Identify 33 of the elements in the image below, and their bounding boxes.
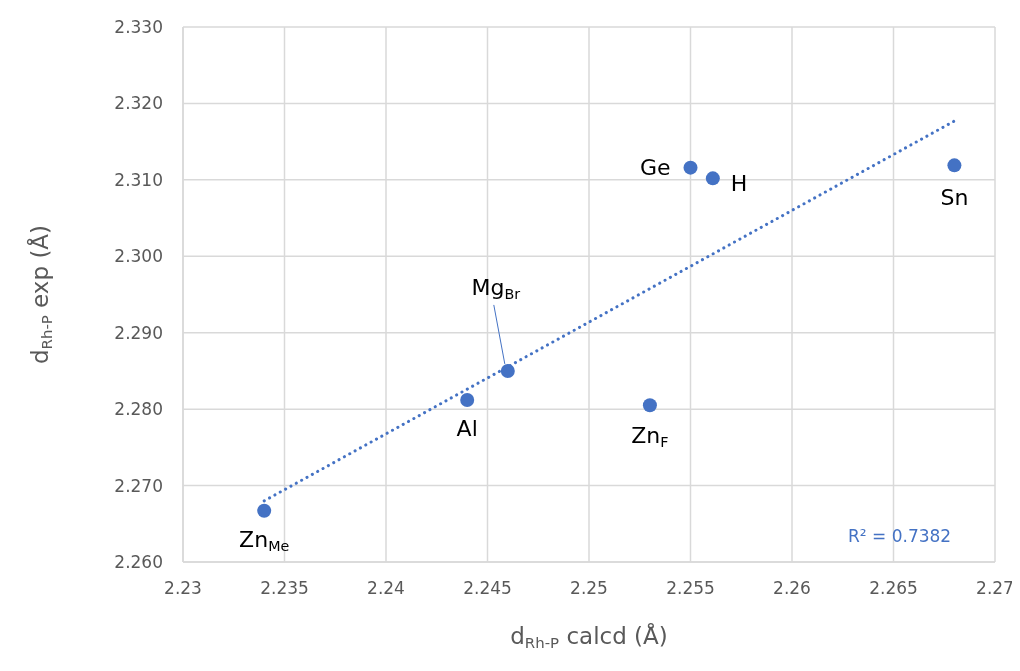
y-tick-label: 2.320 (114, 93, 163, 114)
x-tick-label: 2.24 (367, 578, 405, 599)
y-tick-label: 2.290 (114, 322, 163, 343)
x-tick-label: 2.26 (773, 578, 811, 599)
point (500, 363, 515, 378)
point (460, 392, 475, 407)
x-tick-label: 2.23 (164, 578, 202, 599)
annotation: Mg$_{Br}$ (471, 274, 521, 302)
annotation: R² = 0.7382 (848, 526, 952, 546)
x-axis-title: d$_{Rh-P}$ calcd (Å) (510, 622, 668, 652)
annotation: Sn (940, 185, 969, 211)
point (257, 503, 272, 518)
y-tick-label: 2.330 (114, 17, 163, 38)
x-tick-label: 2.25 (570, 578, 608, 599)
annotation: H (730, 171, 748, 197)
x-tick-label: 2.235 (260, 578, 309, 599)
point (683, 160, 698, 175)
point (705, 171, 720, 186)
point (642, 398, 657, 413)
annotation: Zn$_{F}$ (631, 423, 669, 450)
x-tick-label: 2.27 (976, 578, 1014, 599)
annotation: Ge (639, 154, 671, 180)
annotation: Al (456, 415, 478, 441)
y-tick-label: 2.300 (114, 246, 163, 267)
y-tick-label: 2.310 (114, 169, 163, 190)
y-tick-label: 2.280 (114, 399, 163, 420)
x-tick-label: 2.265 (869, 578, 918, 599)
point (947, 158, 962, 173)
y-tick-label: 2.260 (114, 552, 163, 573)
x-tick-label: 2.255 (666, 578, 715, 599)
y-tick-label: 2.270 (114, 475, 163, 496)
x-tick-label: 2.245 (463, 578, 512, 599)
annotation: Zn$_{Me}$ (239, 526, 290, 554)
